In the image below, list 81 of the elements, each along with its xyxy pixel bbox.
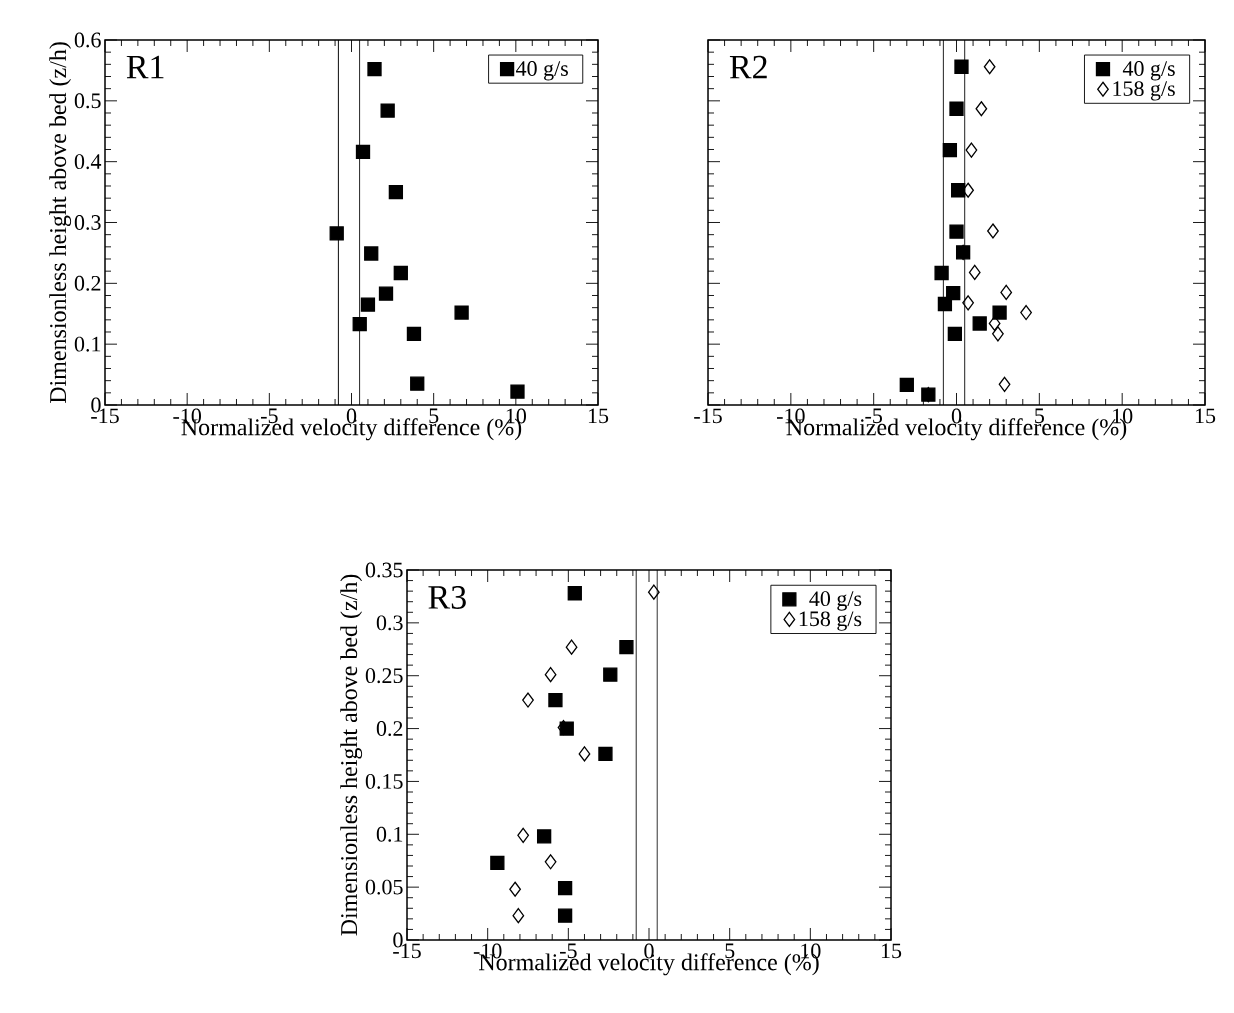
chart-title: R3 (428, 586, 466, 609)
legend-label: 40 g/s (809, 591, 862, 611)
point (992, 305, 1007, 320)
y-tick-label: 0.6 (74, 32, 101, 48)
point (364, 246, 379, 261)
point (1020, 304, 1032, 321)
point (393, 265, 408, 281)
x-tick-label: -15 (694, 408, 722, 424)
point (942, 142, 958, 158)
x-tick-label: 15 (881, 943, 902, 959)
y-tick-label: 0.1 (74, 336, 101, 352)
y-tick-label: 0.2 (74, 275, 101, 291)
chart-title: R1 (126, 55, 164, 79)
point (965, 142, 978, 158)
y-axis-title: Dimensionless height above bed (z/h) (340, 574, 363, 936)
point (378, 286, 394, 301)
point (951, 183, 966, 198)
point (619, 640, 634, 655)
point (544, 854, 557, 870)
point (329, 226, 344, 241)
point (355, 144, 371, 160)
point (992, 326, 1004, 342)
y-tick-label: 0.3 (74, 215, 101, 230)
point (510, 384, 525, 399)
point (578, 746, 591, 762)
y-tick-label: 0.35 (365, 562, 403, 578)
point (454, 305, 469, 320)
x-tick-label: 15 (1195, 408, 1216, 424)
legend-label: 40 g/s (516, 61, 568, 81)
point (565, 639, 578, 655)
point (548, 692, 563, 708)
point (647, 584, 660, 600)
point (557, 908, 573, 923)
chart-title: R2 (729, 55, 767, 79)
point (934, 265, 949, 281)
point (544, 667, 557, 683)
point (947, 326, 962, 341)
point (972, 316, 987, 331)
point (367, 62, 382, 77)
point (962, 295, 975, 311)
point (509, 881, 521, 897)
point (352, 316, 367, 332)
point (522, 692, 534, 708)
point (968, 264, 981, 281)
y-tick-label: 0.3 (376, 615, 403, 631)
y-tick-label: 0.1 (376, 826, 403, 842)
point (998, 376, 1011, 392)
point (987, 223, 999, 239)
point (557, 881, 573, 896)
point (380, 103, 395, 118)
point (406, 326, 422, 341)
point (988, 315, 1001, 332)
point (937, 296, 953, 312)
point (975, 101, 988, 117)
point (388, 184, 404, 200)
y-tick-label: 0.4 (74, 154, 102, 170)
y-tick-label: 0.25 (365, 668, 403, 684)
point (603, 667, 618, 682)
legend-label: 40 g/s (1122, 61, 1175, 81)
point (954, 59, 969, 74)
y-tick-label: 0.2 (376, 721, 403, 737)
legend-label: 158 g/s (799, 611, 862, 631)
point (360, 297, 376, 312)
point (567, 586, 582, 601)
y-axis-title: Dimensionless height above bed (z/h) (49, 42, 72, 404)
y-tick-label: 0.15 (365, 773, 403, 789)
y-tick-label: 0.05 (365, 879, 403, 895)
point (1000, 284, 1013, 301)
point (899, 377, 914, 393)
point (490, 855, 505, 870)
y-tick-label: 0.5 (74, 93, 101, 109)
legend-label: 158 g/s (1113, 81, 1175, 101)
x-tick-label: 15 (588, 408, 609, 424)
point (512, 908, 525, 924)
point (949, 224, 964, 239)
point (410, 376, 425, 391)
point (983, 59, 996, 75)
point (949, 101, 964, 116)
point (517, 827, 530, 843)
point (598, 746, 613, 762)
point (536, 829, 552, 844)
